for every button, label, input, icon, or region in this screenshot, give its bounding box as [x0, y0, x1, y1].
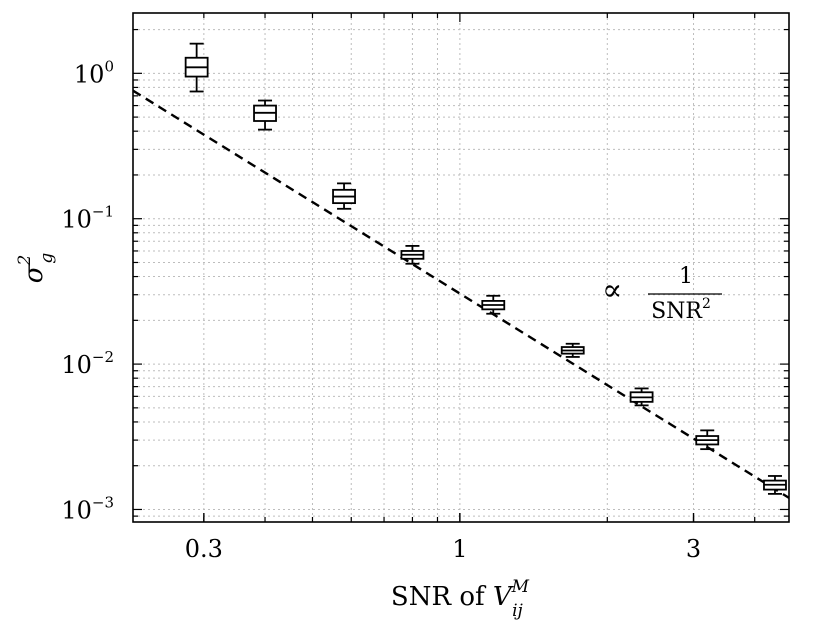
axis-ticks: [133, 13, 789, 522]
box-2: [253, 99, 277, 131]
box-9: [763, 475, 787, 495]
box-5: [481, 294, 506, 315]
box-8: [695, 429, 720, 451]
y-tick-exponent: −3: [92, 493, 114, 511]
annotation-prefix: ∝: [602, 273, 622, 308]
fit-line-group: [133, 89, 789, 500]
x-axis-label: SNR of VM ij: [391, 577, 530, 621]
x-tick-label: 0.3: [185, 535, 223, 563]
y-tick-exponent: −1: [92, 203, 114, 221]
y-axis-label: σ2 g: [15, 253, 57, 284]
y-axis-label-sub: g: [37, 253, 57, 264]
plot-area-frame: [132, 12, 790, 523]
y-tick-label: 10−2: [61, 348, 114, 379]
annotation-denominator: SNR2: [651, 296, 711, 324]
y-tick-base: 10: [74, 60, 105, 88]
fit-line: [133, 89, 789, 500]
x-axis-label-sup: M: [511, 577, 530, 597]
box-7: [629, 387, 654, 407]
y-tick-base: 10: [61, 206, 92, 234]
box-4: [400, 245, 425, 265]
grid-lines: [133, 13, 789, 522]
x-axis-label-var: V: [493, 582, 514, 612]
y-axis-label-sup: 2: [15, 255, 35, 267]
y-axis-label-var: σ: [19, 264, 49, 283]
y-tick-label: 10−1: [61, 203, 114, 234]
proportionality-annotation: ∝ 1 SNR2: [602, 264, 722, 324]
box-3: [332, 182, 356, 210]
x-axis-label-text: SNR of: [391, 582, 493, 612]
y-tick-base: 10: [61, 351, 92, 379]
y-tick-exponent: 0: [104, 57, 114, 75]
x-tick-label: 3: [686, 535, 701, 563]
y-tick-base: 10: [61, 496, 92, 524]
box-1: [184, 42, 209, 93]
y-tick-label: 10−3: [61, 493, 114, 524]
box-plots: [184, 42, 787, 495]
box-6: [560, 342, 585, 358]
x-axis-label-sub: ij: [512, 601, 523, 621]
annotation-denominator-text: SNR: [651, 299, 703, 324]
annotation-numerator: 1: [679, 264, 693, 289]
y-tick-exponent: −2: [92, 348, 114, 366]
y-tick-label: 100: [74, 57, 114, 88]
x-tick-label: 1: [452, 535, 467, 563]
annotation-denominator-sup: 2: [702, 296, 711, 312]
